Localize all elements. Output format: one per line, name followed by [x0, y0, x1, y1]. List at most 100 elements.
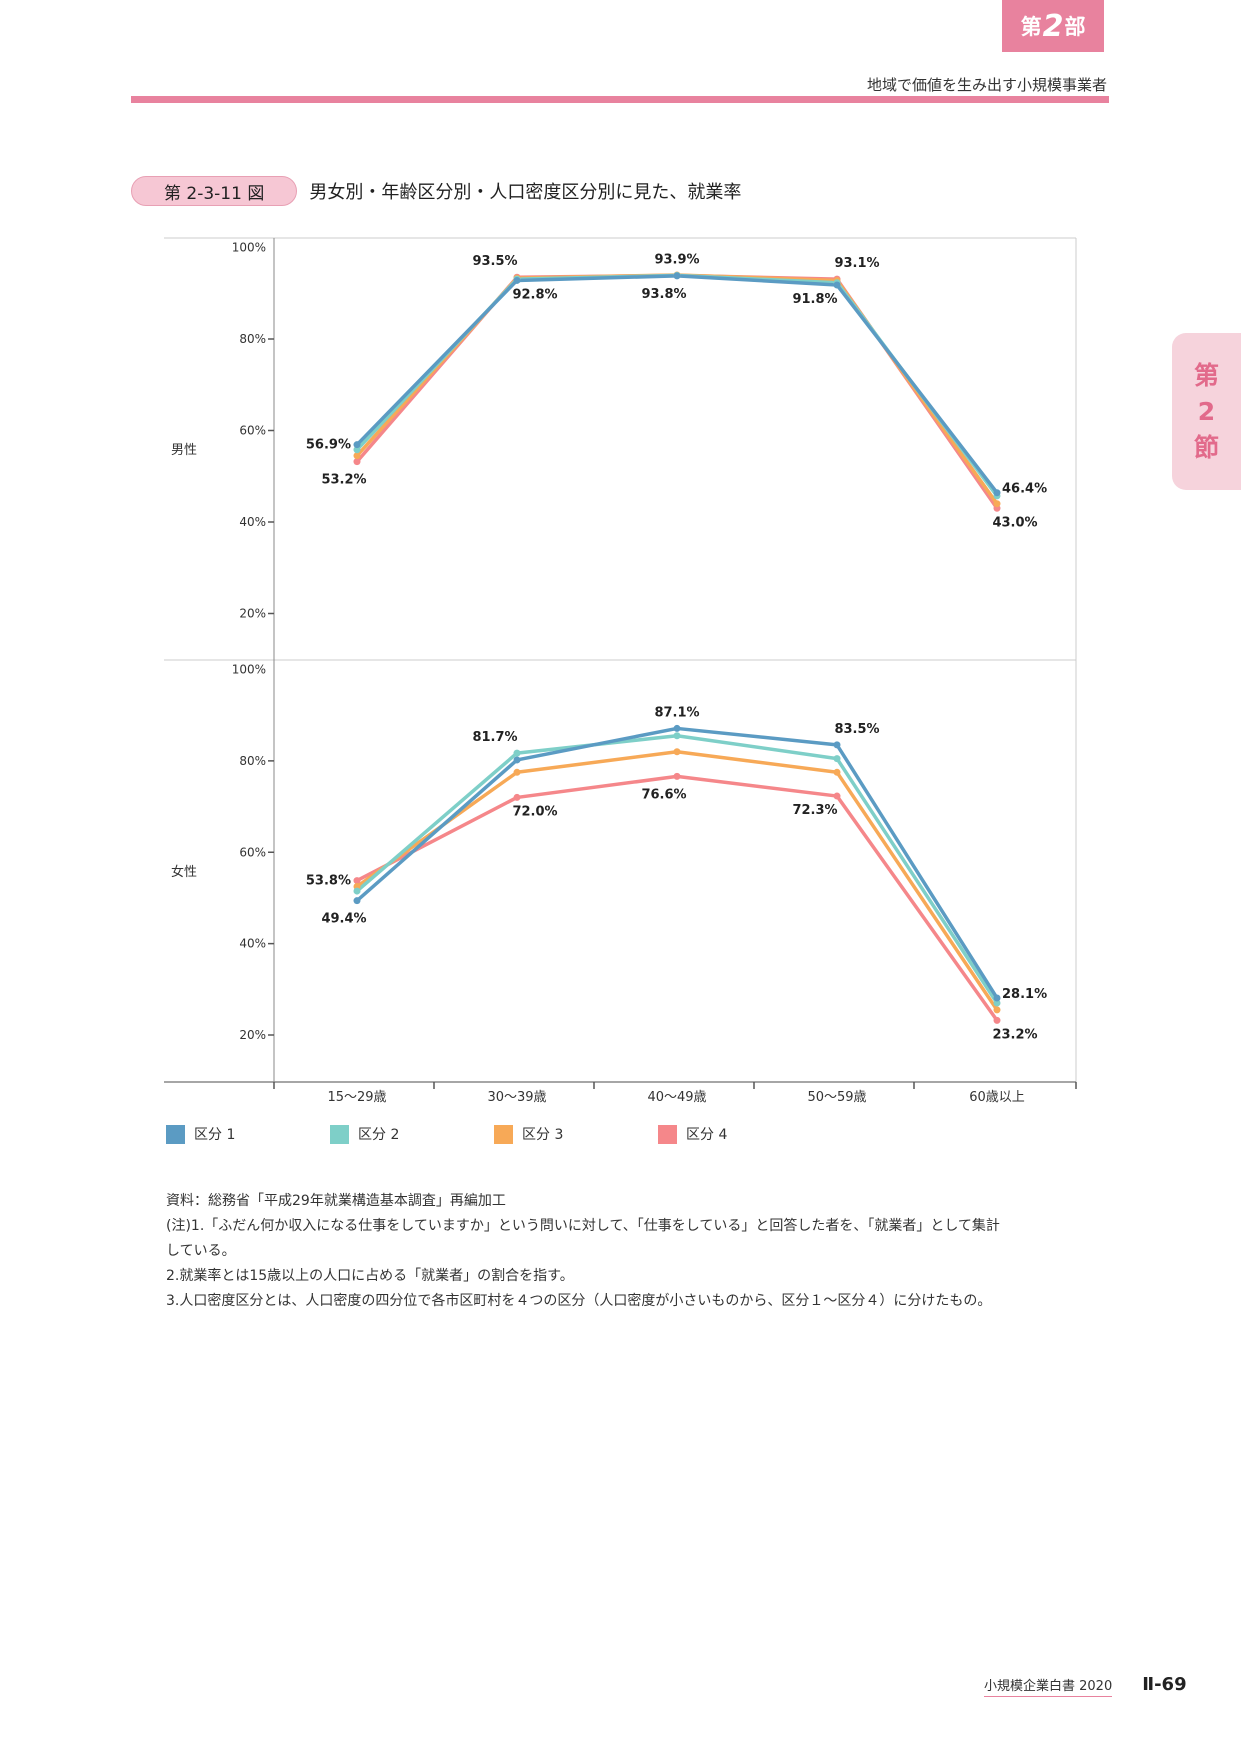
data-label: 53.8%	[306, 874, 351, 889]
figure-title: 男女別・年齢区分別・人口密度区分別に見た、就業率	[309, 182, 742, 203]
footer-book-title: 小規模企業白書 2020	[984, 1675, 1113, 1697]
part-prefix: 第	[1020, 15, 1042, 39]
y-tick-label: 20%	[239, 607, 266, 621]
data-point	[833, 768, 841, 776]
data-label: 46.4%	[1002, 482, 1047, 497]
legend-swatch	[330, 1124, 349, 1144]
data-point	[353, 897, 361, 905]
data-point	[513, 276, 521, 284]
data-point	[513, 749, 521, 757]
data-label: 28.1%	[1002, 987, 1047, 1002]
legend-item: 区分 2	[330, 1124, 494, 1144]
side-tab-line1: 第	[1193, 360, 1219, 390]
data-label: 23.2%	[992, 1027, 1037, 1042]
data-point	[673, 748, 681, 756]
data-point	[353, 452, 361, 460]
data-point	[993, 1016, 1001, 1024]
data-point	[673, 724, 681, 732]
legend-item: 区分 4	[658, 1124, 822, 1144]
y-tick-label: 80%	[239, 754, 266, 768]
x-tick-label: 50～59歳	[807, 1090, 866, 1105]
data-point	[833, 741, 841, 749]
legend-label: 区分 4	[686, 1127, 728, 1143]
figure-heading: 第 2-3-11 図 男女別・年齢区分別・人口密度区分別に見た、就業率	[131, 176, 741, 206]
part-suffix: 部	[1064, 15, 1086, 39]
data-point	[993, 994, 1001, 1002]
data-label: 92.8%	[512, 287, 557, 302]
data-label: 43.0%	[992, 515, 1037, 530]
data-label: 83.5%	[834, 722, 879, 737]
note-line: (注)1.「ふだん何か収入になる仕事をしていますか」という問いに対して、「仕事を…	[166, 1218, 1000, 1234]
figure-number-badge: 第 2-3-11 図	[131, 176, 298, 206]
data-point	[993, 500, 1001, 508]
data-point	[993, 1006, 1001, 1014]
series-line	[355, 273, 999, 510]
data-label: 93.8%	[641, 287, 686, 302]
legend-swatch	[166, 1124, 185, 1144]
figure-notes: 資料：総務省「平成29年就業構造基本調査」再編加工 (注)1.「ふだん何か収入にな…	[166, 1189, 1086, 1314]
series-line	[355, 726, 999, 999]
data-point	[993, 999, 1001, 1007]
data-point	[993, 489, 1001, 497]
y-tick-label: 60%	[239, 424, 266, 438]
data-point	[513, 756, 521, 764]
data-point	[353, 458, 361, 466]
section-side-tab: 第 2 節	[1172, 333, 1241, 490]
x-tick-label: 15～29歳	[327, 1090, 386, 1105]
data-point	[353, 446, 361, 454]
y-tick-label: 60%	[239, 845, 266, 859]
data-point	[833, 755, 841, 763]
data-point	[673, 772, 681, 780]
data-label: 49.4%	[321, 912, 366, 927]
data-point	[353, 887, 361, 895]
legend-item: 区分 3	[494, 1124, 658, 1144]
data-point	[353, 441, 361, 449]
series-line	[356, 774, 999, 1022]
part-number: 2	[1042, 8, 1064, 44]
page-number: Ⅱ-69	[1142, 1674, 1187, 1695]
data-point	[673, 272, 681, 280]
data-label: 56.9%	[306, 438, 351, 453]
panel-label: 男性	[171, 443, 197, 458]
data-point	[673, 732, 681, 740]
side-tab-line3: 節	[1193, 432, 1219, 462]
data-label: 76.6%	[641, 787, 686, 802]
panel-label: 女性	[171, 864, 197, 880]
note-line: している。	[166, 1243, 236, 1259]
x-tick-label: 30～39歳	[487, 1090, 546, 1105]
x-tick-label: 60歳以上	[969, 1090, 1025, 1105]
y-tick-label: 20%	[239, 1028, 266, 1042]
series-line	[355, 273, 999, 505]
data-label: 53.2%	[321, 473, 366, 488]
legend-item: 区分 1	[166, 1124, 330, 1144]
data-label: 87.1%	[654, 705, 699, 720]
note-line: 2.就業率とは15歳以上の人口に占める「就業者」の割合を指す。	[166, 1268, 574, 1284]
chart-legend: 区分 1 区分 2 区分 3 区分 4	[166, 1124, 822, 1144]
side-tab-line2: 2	[1197, 396, 1216, 426]
data-label: 81.7%	[472, 730, 517, 745]
legend-label: 区分 2	[358, 1127, 400, 1143]
y-tick-label: 40%	[239, 515, 266, 529]
data-point	[353, 877, 361, 885]
data-label: 72.0%	[512, 804, 557, 819]
legend-label: 区分 3	[522, 1127, 564, 1143]
series-line	[355, 274, 999, 494]
data-point	[513, 768, 521, 776]
y-tick-label: 80%	[239, 332, 266, 346]
x-tick-label: 40～49歳	[647, 1090, 706, 1105]
part-tab: 第 2 部	[1002, 0, 1104, 52]
page-footer: 小規模企業白書 2020 Ⅱ-69	[984, 1674, 1187, 1697]
header-subtitle: 地域で価値を生み出す小規模事業者	[866, 76, 1107, 94]
legend-swatch	[658, 1124, 677, 1144]
note-line: 3.人口密度区分とは、人口密度の四分位で各市区町村を４つの区分（人口密度が小さい…	[166, 1293, 992, 1309]
data-point	[833, 792, 841, 800]
data-label: 93.5%	[472, 254, 517, 269]
header-divider	[131, 96, 1109, 103]
y-tick-label: 100%	[232, 241, 266, 255]
data-label: 72.3%	[792, 803, 837, 818]
legend-swatch	[494, 1124, 513, 1144]
note-line: 資料：総務省「平成29年就業構造基本調査」再編加工	[166, 1193, 506, 1209]
data-label: 91.8%	[792, 292, 837, 307]
data-point	[833, 281, 841, 289]
employment-rate-chart: 15～29歳 30～39歳 40～49歳 50～59歳 60歳以上 100% 80% 60% 4…	[164, 237, 1077, 1105]
